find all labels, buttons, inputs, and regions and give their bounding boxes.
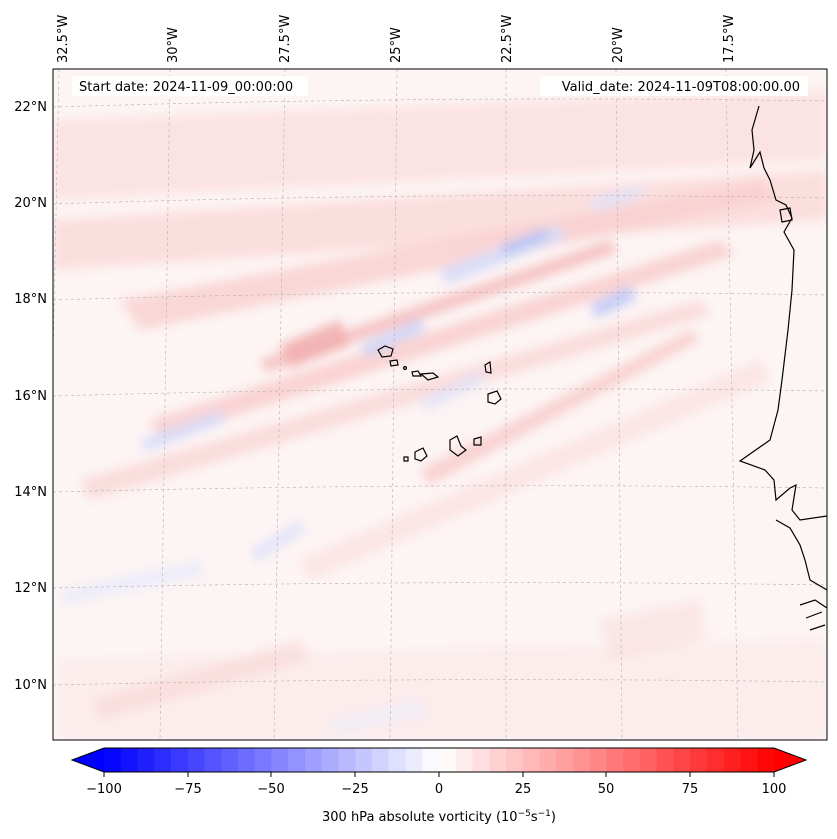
colorbar-cell [338,748,356,772]
lat-label: 10°N [14,678,47,693]
colorbar-cell [455,748,473,772]
colorbar-tick-label: 50 [598,782,615,797]
lat-label: 18°N [14,292,47,307]
colorbar-cell [690,748,708,772]
colorbar-tick-label: 25 [515,782,532,797]
colorbar-cell [204,748,222,772]
colorbar-cell [740,748,758,772]
colorbar-cell [723,748,741,772]
colorbar-cell [355,748,373,772]
colorbar-cell [171,748,189,772]
colorbar-tick-label: −25 [341,782,368,797]
colorbar-cell [673,748,691,772]
coastline [738,105,827,631]
colorbar-cell [405,748,423,772]
colorbar-cell [321,748,339,772]
colorbar-max-extend [774,748,806,772]
colorbar-cell [120,748,138,772]
start-date-label: Start date: 2024-11-09_00:00:00 [79,80,293,95]
colorbar: −100 −75 −50 −25 0 25 50 75 100 300 hPa … [70,747,808,825]
colorbar-cell [422,748,440,772]
colorbar-label: 300 hPa absolute vorticity (10−5s−1) [322,809,556,825]
colorbar-tick-label: −50 [257,782,284,797]
colorbar-min-extend [72,748,104,772]
lon-label: 20°W [611,27,626,63]
colorbar-cell [305,748,323,772]
colorbar-tick-label: 0 [435,782,443,797]
colorbar-cell [254,748,272,772]
colorbar-cell [137,748,155,772]
colorbar-cell [707,748,725,772]
vorticity-field [53,90,827,740]
cape-verde-islands [377,345,502,462]
colorbar-tick-label: 100 [762,782,787,797]
map-frame [52,68,828,741]
colorbar-cell [589,748,607,772]
colorbar-cell [288,748,306,772]
valid-date-label: Valid_date: 2024-11-09T08:00:00.00 [562,80,800,95]
lon-label: 17.5°W [722,15,737,63]
colorbar-cell [238,748,256,772]
colorbar-cell [439,748,457,772]
lon-label: 27.5°W [278,15,293,63]
colorbar-cells [104,748,775,772]
colorbar-cell [757,748,775,772]
colorbar-cell [573,748,591,772]
colorbar-cell [506,748,524,772]
longitude-labels: 32.5°W 30°W 27.5°W 25°W 22.5°W 20°W 17.5… [56,15,737,63]
colorbar-cell [606,748,624,772]
lon-label: 32.5°W [56,15,71,63]
lon-label: 22.5°W [500,15,515,63]
colorbar-cell [556,748,574,772]
colorbar-tick-label: −75 [174,782,201,797]
colorbar-cell [522,748,540,772]
latitude-labels: 22°N 20°N 18°N 16°N 14°N 12°N 10°N [14,100,47,693]
colorbar-cell [623,748,641,772]
lon-label: 30°W [166,27,181,63]
colorbar-cell [372,748,390,772]
colorbar-cell [640,748,658,772]
lat-label: 12°N [14,581,47,596]
colorbar-cell [104,748,122,772]
colorbar-tick-label: 75 [682,782,699,797]
colorbar-cell [221,748,239,772]
graticule [53,69,827,740]
colorbar-cell [187,748,205,772]
lat-label: 22°N [14,100,47,115]
colorbar-cell [489,748,507,772]
colorbar-cell [539,748,557,772]
map-panel: Start date: 2024-11-09_00:00:00 Valid_da… [52,68,828,741]
colorbar-cell [154,748,172,772]
colorbar-cell [388,748,406,772]
colorbar-ticks: −100 −75 −50 −25 0 25 50 75 100 [86,772,786,797]
valid-date-box [540,76,808,96]
start-date-box [72,76,308,96]
colorbar-cell [656,748,674,772]
colorbar-cell [271,748,289,772]
lon-label: 25°W [389,27,404,63]
colorbar-tick-label: −100 [86,782,122,797]
lat-label: 16°N [14,389,47,404]
lat-label: 14°N [14,485,47,500]
colorbar-cell [472,748,490,772]
lat-label: 20°N [14,196,47,211]
